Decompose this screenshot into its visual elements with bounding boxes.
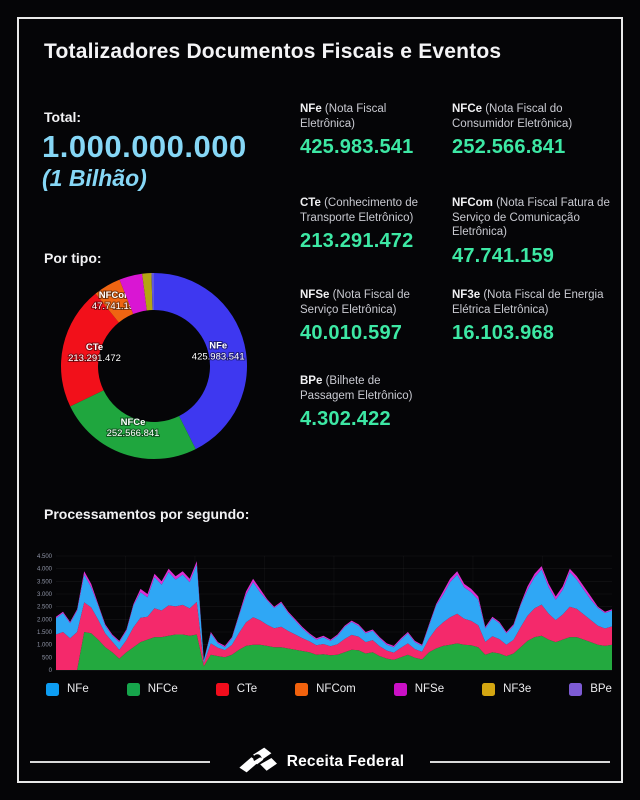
stat-value: 47.741.159 <box>452 244 555 267</box>
stat-label: CTe (Conhecimento de Transporte Eletrôni… <box>300 197 419 224</box>
legend-label: NFSe <box>414 683 445 695</box>
chart-legend: NFe NFCe CTe NFCom NFSe NF3e BPe <box>46 680 612 698</box>
donut-label-NFCe: NFCe <box>121 417 146 428</box>
stat-value: 16.103.968 <box>452 322 555 345</box>
legend-item-CTe: CTe <box>215 682 258 696</box>
legend-item-NFCom: NFCom <box>295 682 356 696</box>
stat-label: NFSe (Nota Fiscal de Serviço Eletrônica) <box>300 289 410 316</box>
legend-item-BPe: BPe <box>569 682 612 696</box>
y-axis-tick: 2.500 <box>37 605 53 611</box>
footer-divider-right <box>430 761 610 763</box>
legend-swatch-NF3e <box>482 682 496 696</box>
total-value: 1.000.000.000 <box>42 129 247 164</box>
area-series-NFe <box>56 564 612 664</box>
stat-value: 213.291.472 <box>300 230 414 253</box>
receita-federal-brand: Receita Federal <box>236 746 405 778</box>
donut-label-NFCom: 47.741.159 <box>92 301 140 312</box>
stat-value: 252.566.841 <box>452 136 566 159</box>
stat-CTe: CTe (Conhecimento de Transporte Eletrôni… <box>300 196 428 288</box>
stat-label: NF3e (Nota Fiscal de Energia Elétrica El… <box>452 289 604 316</box>
y-axis-tick: 1.500 <box>37 630 53 636</box>
legend-label: CTe <box>236 683 258 695</box>
stat-label: BPe (Bilhete de Passagem Eletrônico) <box>300 375 413 402</box>
stat-NF3e: NF3e (Nota Fiscal de Energia Elétrica El… <box>452 288 616 374</box>
stat-label: NFe (Nota Fiscal Eletrônica) <box>300 103 387 130</box>
legend-label: NF3e <box>503 683 532 695</box>
legend-item-NF3e: NF3e <box>482 682 532 696</box>
y-axis-tick: 500 <box>42 655 53 661</box>
legend-item-NFe: NFe <box>46 682 89 696</box>
legend-swatch-NFe <box>46 682 59 696</box>
receita-federal-logo-icon <box>239 747 277 773</box>
legend-label: NFe <box>67 683 89 695</box>
por-tipo-label: Por tipo: <box>44 250 102 266</box>
donut-slice-BPe <box>151 273 154 311</box>
total-label: Total: <box>44 109 82 125</box>
area-series-NFCe <box>56 632 612 670</box>
stat-BPe: BPe (Bilhete de Passagem Eletrônico) 4.30… <box>300 374 428 431</box>
footer-divider-left <box>30 761 210 763</box>
y-axis-tick: 0 <box>49 668 53 674</box>
page-title: Totalizadores Documentos Fiscais e Event… <box>44 40 502 63</box>
legend-label: BPe <box>590 683 612 695</box>
legend-swatch-BPe <box>569 682 583 696</box>
stat-label: NFCe (Nota Fiscal do Consumidor Eletrôni… <box>452 103 573 130</box>
donut-slice-NFCom <box>95 279 134 323</box>
donut-slice-NFe <box>154 273 247 450</box>
stat-value: 425.983.541 <box>300 136 414 159</box>
y-axis-tick: 4.500 <box>37 554 53 560</box>
stat-NFe: NFe (Nota Fiscal Eletrônica) 425.983.541 <box>300 102 428 196</box>
donut-label-NFCe: 252.566.841 <box>107 428 160 439</box>
legend-item-NFCe: NFCe <box>126 682 178 696</box>
legend-swatch-CTe <box>215 682 229 696</box>
stat-value: 4.302.422 <box>300 408 391 431</box>
footer: Receita Federal <box>30 745 610 779</box>
timeseries-chart: 0 500 1.000 1.500 2.000 2.500 3.000 3.500 4.000 4… <box>37 554 612 674</box>
donut-label-CTe: CTe <box>86 342 103 353</box>
legend-item-NFSe: NFSe <box>393 682 445 696</box>
stat-value: 40.010.597 <box>300 322 403 345</box>
stat-NFCe: NFCe (Nota Fiscal do Consumidor Eletrôni… <box>452 102 616 196</box>
legend-swatch-NFCe <box>126 682 140 696</box>
legend-label: NFCom <box>316 683 356 695</box>
stat-label: NFCom (Nota Fiscal Fatura de Serviço de … <box>452 197 610 239</box>
timeseries-title: Processamentos por segundo: <box>44 506 250 522</box>
stat-NFSe: NFSe (Nota Fiscal de Serviço Eletrônica)… <box>300 288 428 374</box>
total-subtitle: (1 Bilhão) <box>42 165 147 191</box>
legend-swatch-NFCom <box>295 682 309 696</box>
donut-slice-CTe <box>60 293 119 407</box>
y-axis-tick: 1.000 <box>37 643 53 649</box>
donut-label-NFe: 425.983.541 <box>192 351 245 362</box>
stat-NFCom: NFCom (Nota Fiscal Fatura de Serviço de … <box>452 196 616 288</box>
donut-label-NFe: NFe <box>209 340 227 351</box>
y-axis-tick: 3.000 <box>37 592 53 598</box>
y-axis-tick: 3.500 <box>37 579 53 585</box>
stats-grid: NFe (Nota Fiscal Eletrônica) 425.983.541 N… <box>300 102 616 431</box>
donut-slice-NFSe <box>119 273 147 314</box>
area-series-CTe <box>56 601 612 670</box>
y-axis-tick: 2.000 <box>37 617 53 623</box>
donut-slice-NF3e <box>142 273 153 311</box>
donut-label-CTe: 213.291.472 <box>68 353 121 364</box>
legend-swatch-NFSe <box>393 682 407 696</box>
donut-slice-NFCe <box>70 390 196 459</box>
y-axis-tick: 4.000 <box>37 567 53 573</box>
brand-name: Receita Federal <box>286 753 405 770</box>
legend-label: NFCe <box>147 683 178 695</box>
outer-frame <box>17 17 623 783</box>
